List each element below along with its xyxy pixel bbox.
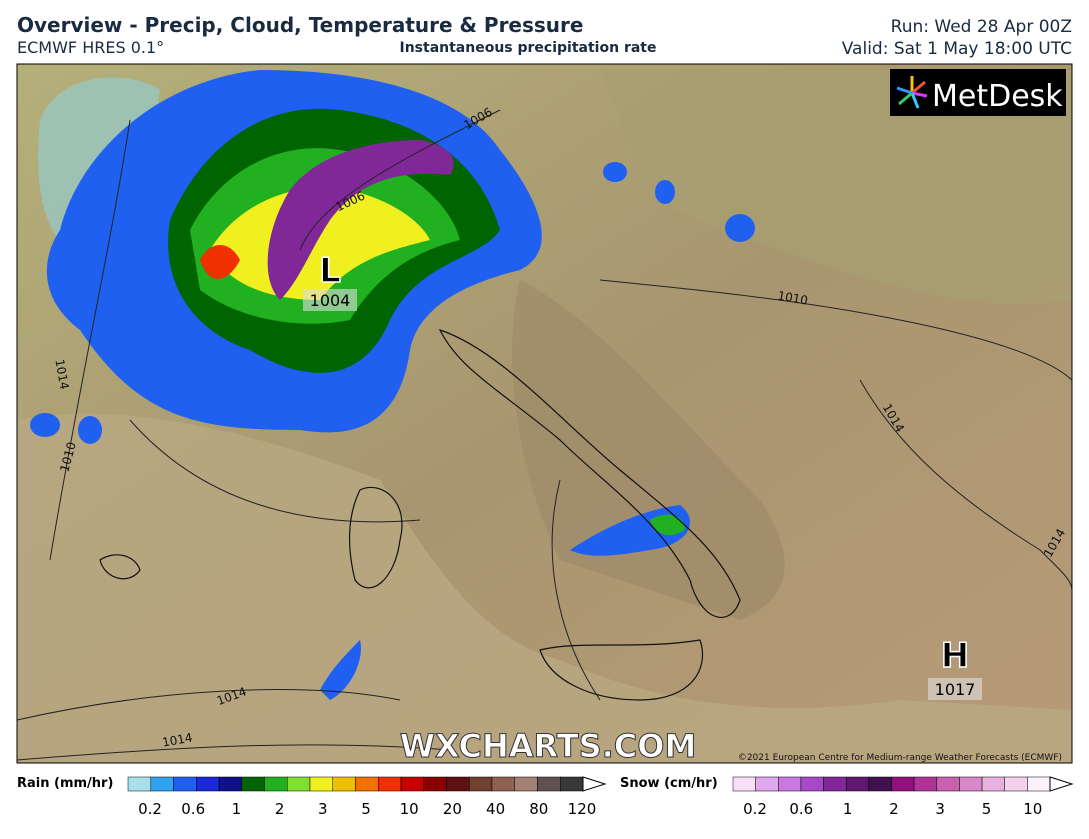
model: ECMWF HRES 0.1° <box>17 38 164 57</box>
rain-legend-label: Rain (mm/hr) <box>17 776 113 791</box>
rain-swatch <box>491 776 515 792</box>
snow-swatch <box>800 776 824 792</box>
rain-swatch <box>400 776 424 792</box>
snow-swatch <box>936 776 960 792</box>
snow-swatch <box>913 776 938 792</box>
logo-box <box>890 69 1066 116</box>
product: Instantaneous precipitation rate <box>400 40 657 56</box>
rain-tick-label: 5 <box>361 800 371 818</box>
snow-swatch <box>891 776 915 792</box>
snow-swatch <box>959 776 983 792</box>
snow-swatch <box>1027 776 1051 792</box>
isobar-label: 1010 <box>776 289 809 308</box>
rain-swatch <box>469 776 493 792</box>
snow-swatch <box>868 776 892 792</box>
coastlines <box>99 328 741 701</box>
snow-tick-label: 1 <box>843 800 853 818</box>
rain-swatch <box>287 776 311 792</box>
title: Overview - Precip, Cloud, Temperature & … <box>17 13 583 37</box>
rain-swatch <box>173 776 197 792</box>
rain-arrow <box>582 776 607 792</box>
rain-swatch <box>560 776 584 792</box>
snow-swatch <box>732 776 756 792</box>
pressure-box <box>303 289 357 311</box>
rain-tick-label: 1 <box>232 800 242 818</box>
rain-tick-label: 0.6 <box>181 800 205 818</box>
watermark: WXCHARTS.COM <box>400 727 697 765</box>
isobars <box>17 109 1072 761</box>
rain-swatch <box>241 776 265 792</box>
pressure-value: 1004 <box>310 291 351 310</box>
rain-swatch <box>264 776 288 792</box>
snow-swatch <box>755 776 779 792</box>
pressure-symbol: H <box>941 636 969 676</box>
rain-swatch <box>150 776 174 792</box>
rain-tick-label: 2 <box>275 800 285 818</box>
snow-tick-label: 0.2 <box>743 800 767 818</box>
snow-tick-label: 5 <box>982 800 992 818</box>
pressure-symbol: L <box>319 251 341 291</box>
rain-swatch <box>514 776 538 792</box>
rain-tick-label: 3 <box>318 800 328 818</box>
rain-tick-label: 20 <box>443 800 462 818</box>
rain-swatch <box>127 776 151 792</box>
rain-tick-label: 0.2 <box>138 800 162 818</box>
snow-swatch <box>823 776 847 792</box>
rain-swatch <box>423 776 447 792</box>
snow-arrow <box>1049 776 1074 792</box>
rain-swatch <box>196 776 220 792</box>
isobar-label: 1014 <box>161 731 194 750</box>
run: Run: Wed 28 Apr 00Z <box>891 17 1072 37</box>
rain-swatch <box>355 776 379 792</box>
snow-tick-label: 0.6 <box>789 800 813 818</box>
rain-tick-label: 120 <box>568 800 597 818</box>
snow-swatch <box>981 776 1005 792</box>
rain-tick-label: 80 <box>529 800 548 818</box>
snow-swatch <box>778 776 802 792</box>
map <box>17 64 1072 763</box>
rain-swatch <box>332 776 356 792</box>
rain-swatch <box>218 776 242 792</box>
isobar-label: 1014 <box>52 358 71 391</box>
snow-swatch <box>1004 776 1028 792</box>
copyright: ©2021 European Centre for Medium-range W… <box>738 753 1062 763</box>
snow-legend-label: Snow (cm/hr) <box>620 776 718 791</box>
rain-swatch <box>378 776 402 792</box>
rain-swatch <box>537 776 561 792</box>
snow-swatch <box>845 776 870 792</box>
rain-tick-label: 10 <box>400 800 419 818</box>
map-frame <box>16 63 1073 764</box>
snow-tick-label: 3 <box>935 800 945 818</box>
snow-tick-label: 2 <box>889 800 899 818</box>
logo-text: MetDesk <box>932 79 1063 114</box>
valid: Valid: Sat 1 May 18:00 UTC <box>842 39 1072 59</box>
snow-tick-label: 10 <box>1023 800 1042 818</box>
rain-tick-label: 40 <box>486 800 505 818</box>
pressure-box <box>928 678 982 700</box>
logo-icon <box>896 76 928 109</box>
pressure-value: 1017 <box>935 680 976 699</box>
precipitation <box>30 70 755 700</box>
rain-swatch <box>446 776 470 792</box>
rain-swatch <box>309 776 333 792</box>
